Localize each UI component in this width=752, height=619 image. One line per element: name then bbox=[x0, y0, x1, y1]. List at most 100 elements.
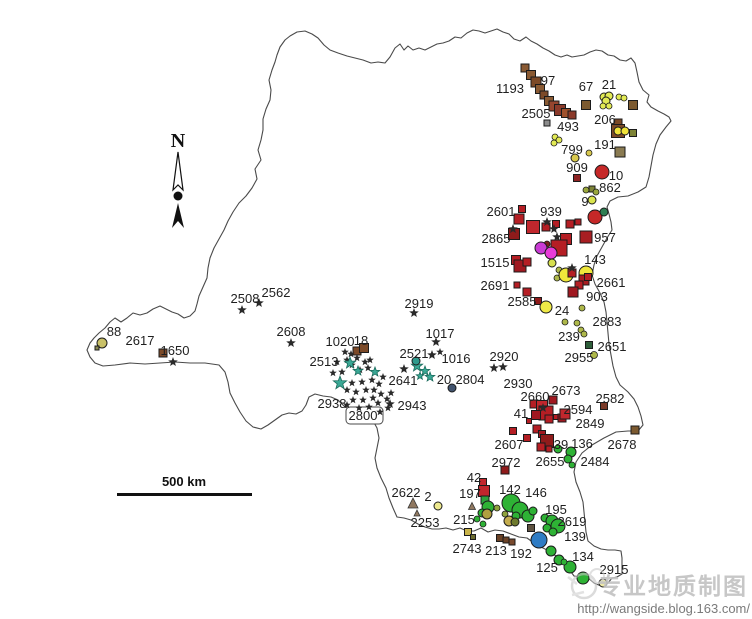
star-marker bbox=[410, 358, 424, 372]
square-marker bbox=[574, 218, 582, 226]
star-marker bbox=[343, 356, 351, 364]
circle-marker bbox=[620, 126, 630, 136]
station-label: 2804 bbox=[456, 372, 485, 387]
station-label: 909 bbox=[566, 160, 588, 175]
star-marker bbox=[376, 408, 384, 416]
circle-marker bbox=[411, 356, 421, 366]
square-marker bbox=[548, 395, 558, 405]
circle-marker bbox=[592, 188, 600, 196]
circle-marker bbox=[620, 94, 628, 102]
star-marker bbox=[538, 403, 548, 412]
station-label: 2920 bbox=[490, 349, 519, 364]
star-marker bbox=[419, 364, 431, 376]
station-label: 192 bbox=[510, 546, 532, 561]
square-marker bbox=[523, 434, 531, 442]
station-label: 2253 bbox=[411, 515, 440, 530]
square-marker bbox=[513, 213, 525, 225]
star-marker bbox=[347, 350, 355, 358]
station-label: 957 bbox=[594, 230, 616, 245]
north-arrow-upper-needle bbox=[172, 151, 184, 192]
star-marker bbox=[498, 362, 508, 371]
station-label: 197 bbox=[459, 486, 481, 501]
square-marker bbox=[585, 341, 593, 349]
square-marker bbox=[526, 418, 532, 424]
star-marker bbox=[379, 373, 387, 381]
station-label: 903 bbox=[586, 289, 608, 304]
star-marker bbox=[343, 386, 351, 394]
watermark-brand-text: 专业地质制图 bbox=[598, 573, 748, 599]
circle-marker bbox=[563, 560, 577, 574]
star-marker bbox=[567, 263, 577, 272]
star-marker bbox=[366, 356, 374, 364]
station-label: 41 bbox=[514, 406, 528, 421]
star-marker bbox=[431, 337, 441, 346]
star-marker bbox=[399, 364, 409, 373]
star-marker bbox=[343, 355, 357, 369]
circle-marker bbox=[539, 300, 553, 314]
station-label: 2651 bbox=[598, 339, 627, 354]
star-marker bbox=[168, 357, 178, 366]
star-marker bbox=[333, 358, 341, 366]
square-marker bbox=[500, 465, 510, 475]
drc-outline bbox=[86, 28, 672, 587]
star-marker bbox=[508, 224, 518, 233]
circle-marker bbox=[493, 504, 501, 512]
star-marker bbox=[359, 396, 367, 404]
station-label: 2938 bbox=[318, 396, 347, 411]
square-marker bbox=[513, 281, 521, 289]
star-marker bbox=[424, 370, 436, 382]
station-label: 2655 bbox=[536, 454, 565, 469]
triangle-marker bbox=[407, 497, 419, 509]
station-label: 2691 bbox=[481, 278, 510, 293]
star-marker bbox=[358, 378, 366, 386]
circle-marker bbox=[568, 461, 576, 469]
station-label: 939 bbox=[540, 204, 562, 219]
circle-marker bbox=[563, 454, 573, 464]
circle-marker bbox=[578, 304, 586, 312]
star-marker bbox=[341, 348, 349, 356]
station-label: 21 bbox=[602, 77, 616, 92]
star-marker bbox=[549, 224, 559, 233]
square-marker bbox=[509, 427, 517, 435]
star-marker bbox=[415, 370, 425, 381]
station-label: 139 bbox=[564, 529, 586, 544]
circle-marker bbox=[590, 351, 598, 359]
star-marker bbox=[338, 368, 346, 376]
watermark: 专业地质制图 http://wangside.blog.163.com/ bbox=[567, 568, 750, 616]
star-marker bbox=[374, 399, 382, 407]
circle-marker bbox=[587, 195, 597, 205]
north-arrow: N bbox=[171, 130, 186, 228]
station-label: 799 bbox=[561, 142, 583, 157]
station-label: 2972 bbox=[492, 455, 521, 470]
star-marker bbox=[384, 404, 392, 412]
square-marker bbox=[565, 219, 575, 229]
star-marker bbox=[352, 364, 364, 376]
circle-marker bbox=[545, 545, 557, 557]
circle-marker bbox=[561, 318, 569, 326]
square-marker bbox=[359, 343, 369, 353]
star-marker bbox=[355, 404, 363, 412]
star-marker bbox=[365, 403, 373, 411]
station-label: 18 bbox=[354, 333, 368, 348]
station-label: 2 bbox=[424, 489, 431, 504]
square-marker bbox=[559, 408, 571, 420]
north-arrow-pivot bbox=[173, 191, 183, 201]
circle-marker bbox=[481, 508, 493, 520]
square-marker bbox=[527, 524, 535, 532]
star-marker bbox=[552, 232, 562, 241]
station-label: 134 bbox=[572, 549, 594, 564]
station-label: 125 bbox=[536, 560, 558, 575]
star-marker bbox=[332, 374, 348, 390]
star-marker bbox=[237, 305, 247, 314]
station-label: 2484 bbox=[581, 454, 610, 469]
star-marker bbox=[369, 365, 381, 377]
star-marker bbox=[387, 389, 395, 397]
station-label: 862 bbox=[599, 180, 621, 195]
triangle-marker bbox=[413, 509, 421, 517]
station-label: 191 bbox=[594, 137, 616, 152]
square-marker bbox=[526, 220, 540, 234]
station-label: 146 bbox=[525, 485, 547, 500]
station-label: 2678 bbox=[608, 437, 637, 452]
